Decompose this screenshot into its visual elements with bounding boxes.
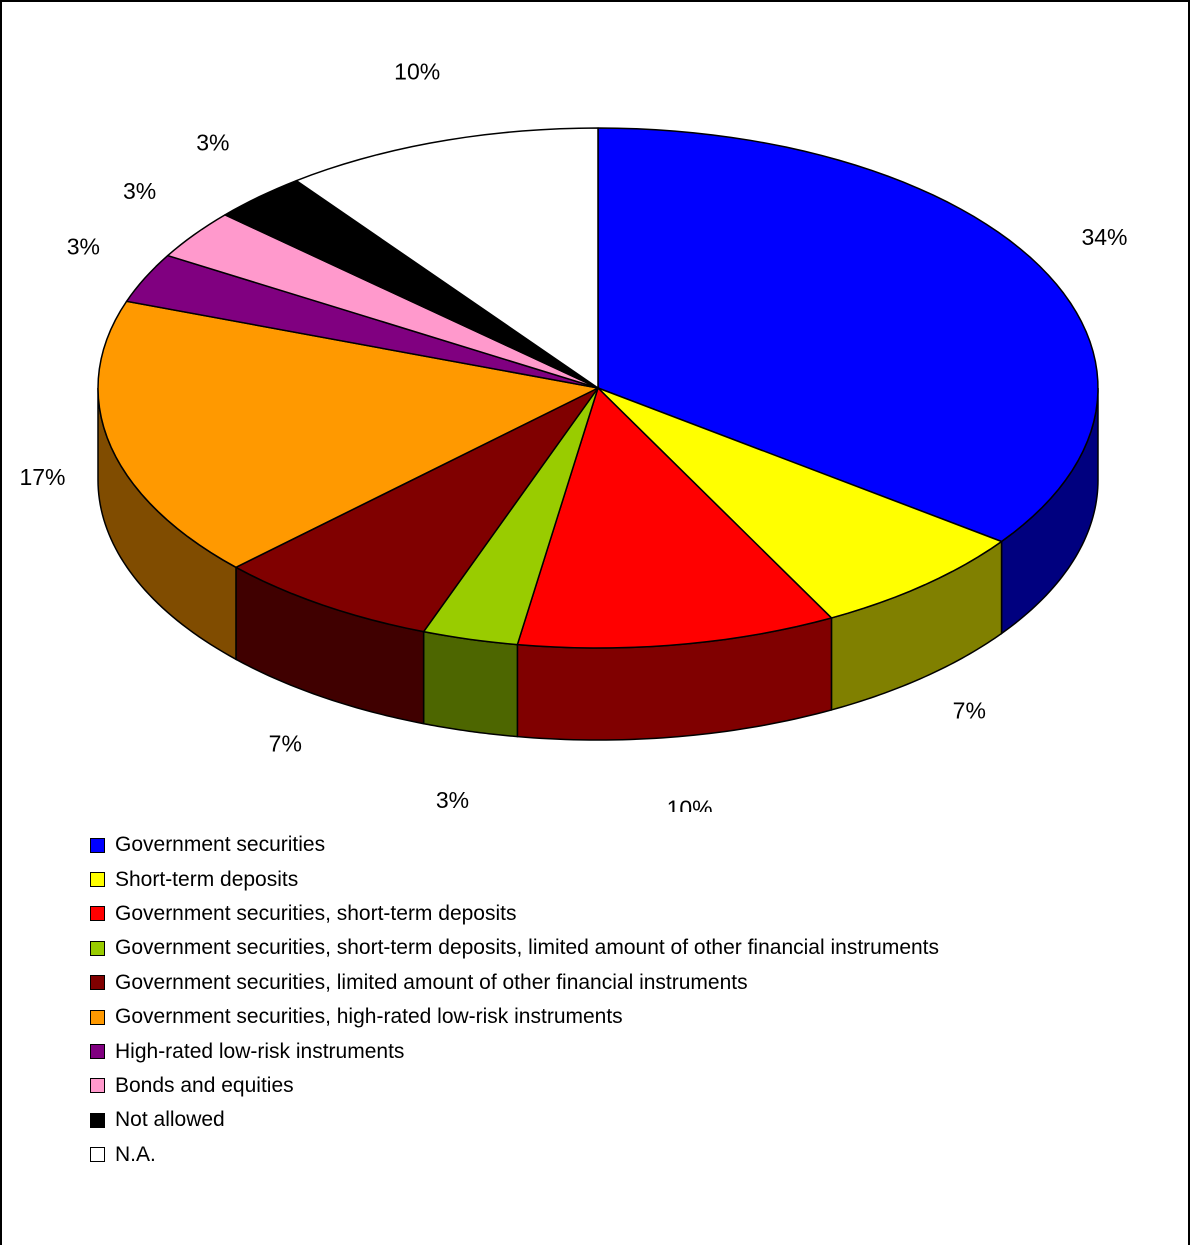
legend-item: High-rated low-risk instruments: [90, 1034, 1170, 1068]
pie-slice-high-rated-low-risk-instruments: [125, 254, 599, 389]
legend-swatch: [90, 1147, 105, 1163]
pie-value-label: 3%: [67, 234, 100, 260]
pie-slice-short-term-deposits: [597, 387, 1003, 619]
legend-swatch: [90, 1078, 105, 1094]
legend-item: Government securities, limited amount of…: [90, 966, 1170, 1000]
legend-label: Government securities: [115, 833, 326, 857]
pie-slice-government-securities-short-term-deposits-limited-amount-of-other-financial-instruments: [422, 387, 599, 646]
pie-value-label: 10%: [394, 58, 440, 84]
legend-label: Government securities, high-rated low-ri…: [115, 1005, 623, 1029]
legend-label: Not allowed: [115, 1108, 225, 1132]
pie-slice-government-securities-short-term-deposits: [516, 387, 833, 649]
legend-item: Government securities: [90, 828, 1170, 862]
pie-value-label: 3%: [436, 787, 469, 812]
legend-swatch: [90, 1112, 105, 1128]
pie-slice-bonds-and-equities: [166, 214, 599, 389]
legend-label: N.A.: [115, 1142, 156, 1166]
legend-label: Bonds and equities: [115, 1073, 294, 1097]
legend-item: N.A.: [90, 1138, 1170, 1172]
pie-value-label: 3%: [196, 130, 229, 156]
pie-slice-not-allowed: [224, 179, 599, 389]
legend-swatch: [90, 837, 105, 853]
legend-swatch: [90, 1044, 105, 1060]
legend-label: Government securities, short-term deposi…: [115, 936, 940, 960]
pie-slice-government-securities-high-rated-low-risk-instruments: [97, 300, 599, 569]
pie-slice-government-securities: [597, 127, 1099, 543]
pie-slice-n-a: [295, 127, 599, 389]
pie-tops: [97, 127, 1099, 649]
legend-item: Short-term deposits: [90, 862, 1170, 896]
legend-item: Government securities, high-rated low-ri…: [90, 1000, 1170, 1034]
pie-value-label: 10%: [667, 795, 713, 812]
legend-label: Government securities, short-term deposi…: [115, 901, 517, 925]
pie-value-label: 17%: [19, 464, 65, 490]
pie-labels: 34% 7% 10% 3% 7% 17% 3% 3% 3% 10%: [19, 58, 1127, 812]
legend-label: High-rated low-risk instruments: [115, 1039, 405, 1063]
legend-swatch: [90, 940, 105, 956]
legend-item: Bonds and equities: [90, 1069, 1170, 1103]
legend-item: Government securities, short-term deposi…: [90, 897, 1170, 931]
legend-item: Government securities, short-term deposi…: [90, 931, 1170, 965]
legend-swatch: [90, 906, 105, 922]
legend-item: Not allowed: [90, 1103, 1170, 1137]
pie-value-label: 7%: [953, 697, 986, 723]
legend-swatch: [90, 872, 105, 888]
pie-slice-government-securities-limited-amount-of-other-financial-instruments: [235, 387, 599, 633]
pie-value-label: 3%: [123, 178, 156, 204]
chart-legend: Government securities Short-term deposits…: [90, 828, 1170, 1172]
legend-swatch: [90, 1009, 105, 1025]
legend-label: Short-term deposits: [115, 867, 299, 891]
legend-label: Government securities, limited amount of…: [115, 970, 748, 994]
legend-swatch: [90, 975, 105, 991]
pie-value-label: 34%: [1081, 224, 1127, 250]
pie-chart: 34% 7% 10% 3% 7% 17% 3% 3% 3% 10%: [19, 58, 1127, 812]
pie-value-label: 7%: [269, 731, 302, 757]
pie-side-government-securities-short-term-deposits-limited-amount-of-other-financial-instruments: [422, 630, 519, 738]
